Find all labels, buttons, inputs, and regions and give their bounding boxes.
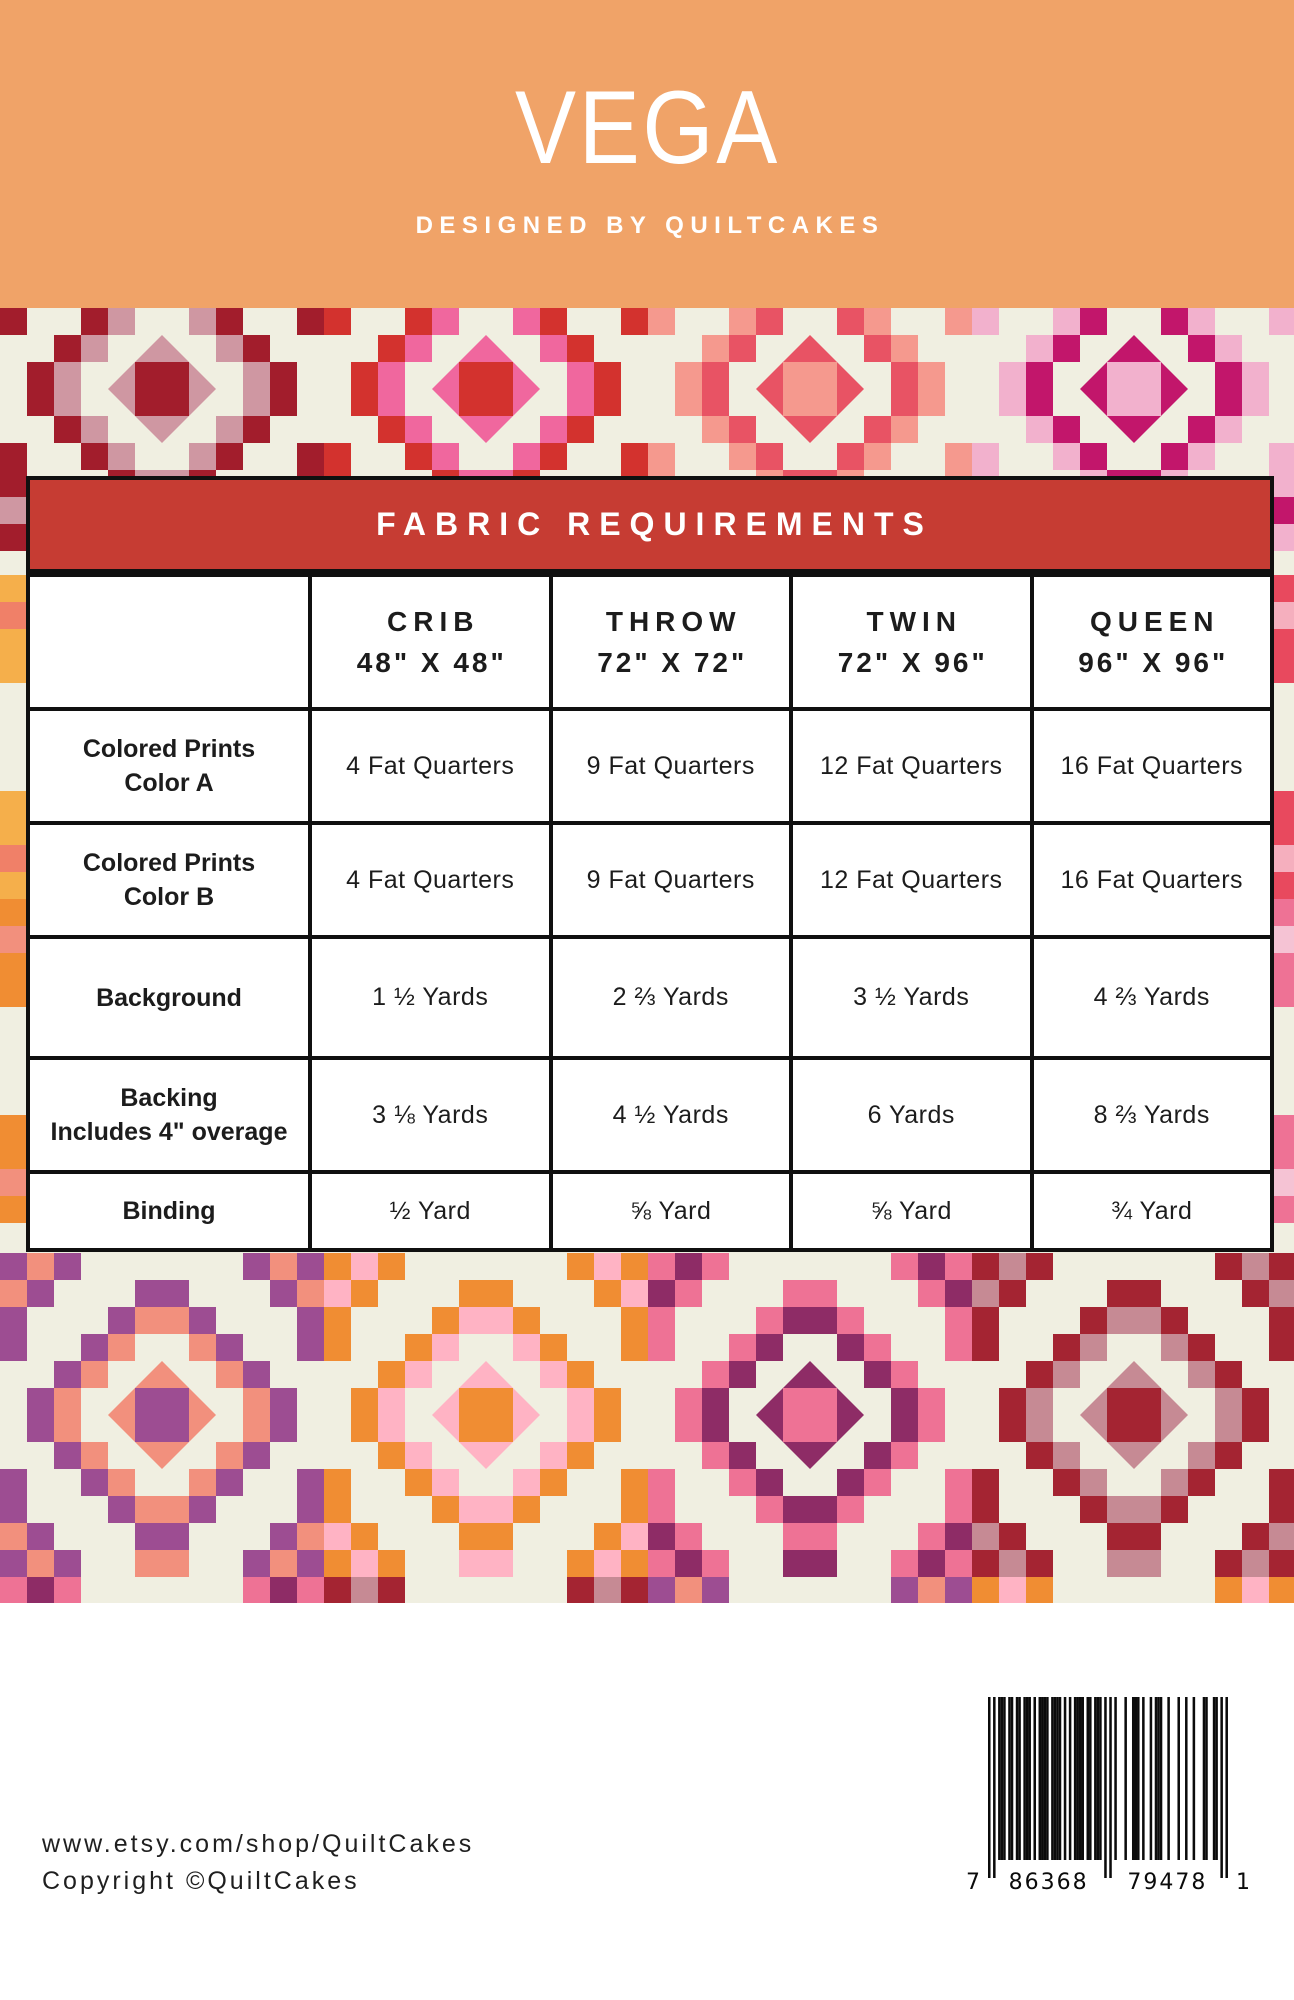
size-name: THROW <box>605 605 742 637</box>
page-title: VEGA <box>514 70 780 186</box>
designer-subtitle: DESIGNED BY QUILTCAKES <box>415 212 885 239</box>
yardage-value: ¾ Yard <box>1111 1196 1193 1225</box>
row-label: Binding <box>122 1197 216 1225</box>
yardage-value: 12 Fat Quarters <box>819 865 1003 894</box>
table-value-cell: 9 Fat Quarters <box>552 711 789 821</box>
table-value-cell: 16 Fat Quarters <box>1033 711 1270 821</box>
row-label-cell: Background <box>30 939 308 1056</box>
table-value-cell: 8 ⅔ Yards <box>1033 1060 1270 1170</box>
yardage-value: 4 Fat Quarters <box>346 751 515 780</box>
table-value-cell: 9 Fat Quarters <box>552 825 789 935</box>
copyright-text: Copyright ©QuiltCakes <box>42 1867 360 1895</box>
barcode-digits: 1 <box>1236 1870 1252 1895</box>
size-dims: 96" X 96" <box>1078 646 1229 678</box>
row-label: Background <box>96 983 242 1012</box>
table-value-cell: 2 ⅔ Yards <box>552 939 789 1056</box>
yardage-value: 16 Fat Quarters <box>1060 865 1244 894</box>
yardage-value: 4 ⅔ Yards <box>1093 983 1210 1011</box>
yardage-value: 8 ⅔ Yards <box>1093 1100 1210 1129</box>
table-value-cell: ⅝ Yard <box>793 1174 1030 1248</box>
yardage-value: ⅝ Yard <box>630 1196 712 1225</box>
table-value-cell: 4 ⅔ Yards <box>1033 939 1270 1056</box>
yardage-value: ½ Yard <box>389 1196 471 1225</box>
table-value-cell: ¾ Yard <box>1033 1174 1270 1248</box>
table-value-cell: 4 ½ Yards <box>552 1060 789 1170</box>
yardage-value: 9 Fat Quarters <box>586 865 755 894</box>
row-label-cell: Binding <box>30 1174 308 1248</box>
header: VEGA DESIGNED BY QUILTCAKES <box>0 0 1294 308</box>
table-value-cell: ½ Yard <box>312 1174 549 1248</box>
table-value-cell: 12 Fat Quarters <box>793 825 1030 935</box>
shop-url: www.etsy.com/shop/QuiltCakes <box>42 1830 475 1858</box>
row-label: Colored Prints <box>82 849 256 877</box>
yardage-value: 4 Fat Quarters <box>346 865 515 894</box>
table-value-cell: 3 ⅛ Yards <box>312 1060 549 1170</box>
table-value-cell: 4 Fat Quarters <box>312 711 549 821</box>
size-dims: 48" X 48" <box>356 646 507 678</box>
upc-barcode: 7 86368 79478 1 <box>966 1697 1252 1895</box>
table-corner-cell <box>30 577 308 707</box>
barcode-digits: 86368 <box>1009 1870 1089 1895</box>
row-label-cell: Backing Includes 4" overage <box>30 1060 308 1170</box>
table-value-cell: 16 Fat Quarters <box>1033 825 1270 935</box>
table-value-cell: 12 Fat Quarters <box>793 711 1030 821</box>
yardage-value: 12 Fat Quarters <box>819 751 1003 780</box>
yardage-value: 2 ⅔ Yards <box>612 983 729 1011</box>
yardage-value: ⅝ Yard <box>870 1196 952 1225</box>
barcode-digits: 7 <box>966 1870 982 1895</box>
size-name: TWIN <box>866 605 963 637</box>
row-label-cell: Colored Prints Color B <box>30 825 308 935</box>
banner-label: FABRIC REQUIREMENTS <box>376 506 933 542</box>
table-value-cell: 4 Fat Quarters <box>312 825 549 935</box>
size-header-cell: QUEEN 96" X 96" <box>1033 577 1270 707</box>
yardage-value: 1 ½ Yards <box>372 983 489 1011</box>
table-value-cell: 3 ½ Yards <box>793 939 1030 1056</box>
yardage-value: 3 ½ Yards <box>853 983 970 1011</box>
size-header-cell: TWIN 72" X 96" <box>793 577 1030 707</box>
row-label-cell: Colored Prints Color A <box>30 711 308 821</box>
yardage-value: 6 Yards <box>867 1100 955 1129</box>
fabric-requirements-banner: FABRIC REQUIREMENTS <box>26 476 1274 573</box>
size-dims: 72" X 96" <box>837 646 988 678</box>
barcode-digits: 79478 <box>1127 1870 1207 1895</box>
row-label: Backing <box>120 1084 218 1112</box>
size-name: QUEEN <box>1089 605 1220 637</box>
table-value-cell: 1 ½ Yards <box>312 939 549 1056</box>
yardage-value: 4 ½ Yards <box>612 1100 729 1129</box>
size-dims: 72" X 72" <box>597 646 748 678</box>
table-value-cell: 6 Yards <box>793 1060 1030 1170</box>
row-sublabel: Color B <box>123 883 215 911</box>
row-sublabel: Color A <box>124 769 214 797</box>
size-header-cell: CRIB 48" X 48" <box>312 577 549 707</box>
footer: www.etsy.com/shop/QuiltCakes Copyright ©… <box>42 1826 474 1900</box>
table-value-cell: ⅝ Yard <box>552 1174 789 1248</box>
row-label: Colored Prints <box>82 735 256 763</box>
fabric-requirements-table: CRIB 48" X 48" THROW 72" X 72" TWIN 72" X 96"… <box>26 573 1274 1252</box>
size-name: CRIB <box>387 605 480 637</box>
yardage-value: 3 ⅛ Yards <box>372 1100 489 1129</box>
row-sublabel: Includes 4" overage <box>50 1118 288 1146</box>
yardage-value: 9 Fat Quarters <box>586 751 755 780</box>
size-header-cell: THROW 72" X 72" <box>552 577 789 707</box>
yardage-value: 16 Fat Quarters <box>1060 751 1244 780</box>
